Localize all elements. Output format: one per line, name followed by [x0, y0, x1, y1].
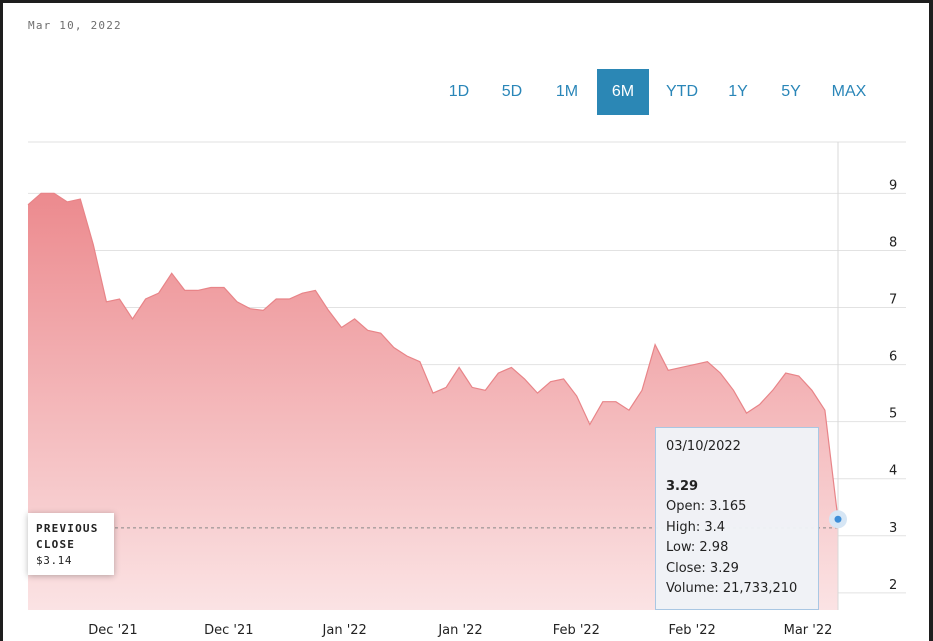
range-5y-button[interactable]: 5Y: [781, 83, 801, 100]
range-1d-button[interactable]: 1D: [448, 83, 470, 100]
x-tick-label: Feb '22: [553, 623, 600, 638]
previous-close-box: PREVIOUS CLOSE $3.14: [28, 513, 114, 575]
previous-close-label-1: PREVIOUS: [36, 522, 99, 535]
range-1y-button[interactable]: 1Y: [728, 83, 748, 100]
x-tick-label: Jan '22: [437, 623, 482, 638]
y-tick-label: 8: [889, 235, 897, 250]
range-6m-button[interactable]: 6M: [597, 69, 649, 115]
tooltip-low: Low: 2.98: [666, 540, 729, 555]
y-tick-label: 6: [889, 350, 897, 365]
y-tick-label: 9: [889, 178, 897, 193]
y-tick-label: 2: [889, 578, 897, 593]
price-tooltip: 03/10/2022 3.29 Open: 3.165 High: 3.4 Lo…: [655, 427, 819, 610]
chart-date: Mar 10, 2022: [28, 19, 122, 32]
x-tick-label: Mar '22: [784, 623, 833, 638]
price-chart: 2 3 4 5 6 7 8 9 Dec '21 Dec '21 Jan '22 Jan '22 Feb…: [27, 141, 906, 638]
tooltip-volume: Volume: 21,733,210: [666, 581, 798, 596]
previous-close-label-2: CLOSE: [36, 538, 76, 551]
price-area: [28, 193, 838, 610]
previous-close-value: $3.14: [36, 554, 73, 567]
tooltip-price: 3.29: [666, 478, 699, 494]
hover-marker[interactable]: [834, 515, 842, 523]
range-1m-button[interactable]: 1M: [555, 83, 579, 100]
range-max-button[interactable]: MAX: [831, 83, 867, 100]
price-line: [27, 192, 839, 520]
tooltip-date: 03/10/2022: [666, 439, 741, 454]
y-tick-label: 3: [889, 521, 897, 536]
x-tick-label: Dec '21: [204, 623, 253, 638]
range-selector: 1D 5D 1M 6M YTD 1Y 5Y MAX: [3, 69, 929, 115]
range-5d-button[interactable]: 5D: [501, 83, 523, 100]
y-tick-label: 7: [889, 293, 897, 308]
tooltip-high: High: 3.4: [666, 519, 726, 535]
y-tick-label: 5: [889, 407, 897, 422]
x-tick-label: Feb '22: [669, 623, 716, 638]
chart-widget: Mar 10, 2022 1D 5D 1M 6M YTD 1Y 5Y MAX 2…: [3, 3, 929, 641]
range-ytd-button[interactable]: YTD: [666, 83, 698, 100]
tooltip-open: Open: 3.165: [666, 499, 747, 514]
tooltip-close: Close: 3.29: [666, 560, 739, 576]
y-tick-label: 4: [889, 464, 897, 479]
x-tick-label: Jan '22: [322, 623, 367, 638]
x-tick-label: Dec '21: [88, 623, 137, 638]
